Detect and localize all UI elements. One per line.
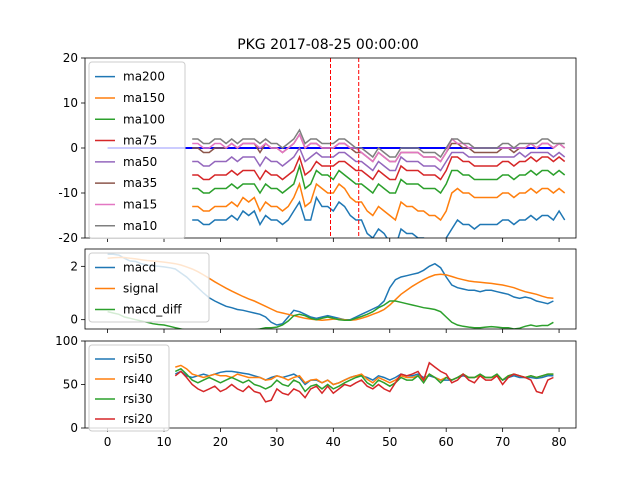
legend-0: ma200 ma150 ma100 ma75 ma50 ma35 ma15 ma10 — [88, 61, 186, 239]
x-tick-label: 20 — [213, 435, 228, 449]
legend-label-ma150: ma150 — [123, 91, 165, 105]
legend-label-rsi50: rsi50 — [123, 352, 153, 366]
series-line-rsi20 — [174, 361, 554, 403]
panel-0: -20-1001020ma200ma150ma100ma75ma50ma35ma… — [58, 51, 577, 245]
x-tick-label: 10 — [156, 435, 171, 449]
series-line-macd_diff — [107, 300, 554, 329]
y-tick-label: 50 — [63, 378, 78, 392]
legend-label-ma50: ma50 — [123, 155, 157, 169]
series-line-ma50 — [192, 146, 566, 172]
legend-label-ma10: ma10 — [123, 219, 157, 233]
series-line-ma15 — [192, 132, 566, 163]
legend-label-rsi40: rsi40 — [123, 372, 153, 386]
x-tick-label: 80 — [551, 435, 566, 449]
x-tick-label: 60 — [439, 435, 454, 449]
series-line-ma10 — [192, 128, 565, 159]
y-tick-label: -10 — [58, 186, 78, 200]
legend-1: macd signal macd_diff — [88, 252, 210, 323]
panel-1: 0 2 macd signal macd_diff — [70, 248, 577, 333]
x-tick-label: 40 — [326, 435, 341, 449]
legend-label-macd: macd — [123, 261, 156, 275]
x-tick-label: 50 — [382, 435, 397, 449]
legend-label-rsi30: rsi30 — [123, 392, 153, 406]
legend-label-ma15: ma15 — [123, 197, 157, 211]
series-line-ma75 — [192, 154, 566, 181]
legend-label-ma100: ma100 — [123, 112, 165, 126]
axes-frame-1 — [84, 248, 577, 330]
legend-box — [88, 252, 210, 323]
y-tick-label: -20 — [58, 231, 78, 245]
y-tick-label: 0 — [70, 421, 78, 435]
y-tick-label: 10 — [63, 96, 78, 110]
legend-label-rsi20: rsi20 — [123, 412, 153, 426]
legend-label-signal: signal — [123, 282, 159, 296]
series-line-ma150 — [192, 181, 566, 222]
series-line-ma100 — [192, 163, 566, 195]
chart-title: PKG 2017-08-25 00:00:00 — [237, 37, 419, 53]
plot-area-0 — [107, 58, 566, 238]
y-tick-label: 0 — [70, 313, 78, 327]
legend-label-ma200: ma200 — [123, 70, 165, 84]
y-tick-label: 2 — [70, 259, 78, 273]
legend-box — [88, 344, 170, 432]
x-tick-label: 70 — [495, 435, 510, 449]
series-line-ma200 — [192, 195, 566, 238]
legend-box — [88, 61, 186, 239]
x-tick-label: 30 — [269, 435, 284, 449]
legend-2: rsi50 rsi40 rsi30 rsi20 — [88, 344, 170, 432]
plot-area-2 — [174, 361, 554, 403]
legend-label-macd_diff: macd_diff — [123, 303, 182, 317]
legend-label-ma75: ma75 — [123, 134, 157, 148]
legend-label-ma35: ma35 — [123, 176, 157, 190]
y-tick-label: 100 — [55, 334, 78, 348]
x-tick-label: 0 — [104, 435, 112, 449]
y-tick-label: 0 — [70, 141, 78, 155]
series-line-rsi30 — [174, 367, 554, 393]
y-tick-label: 20 — [63, 51, 78, 65]
